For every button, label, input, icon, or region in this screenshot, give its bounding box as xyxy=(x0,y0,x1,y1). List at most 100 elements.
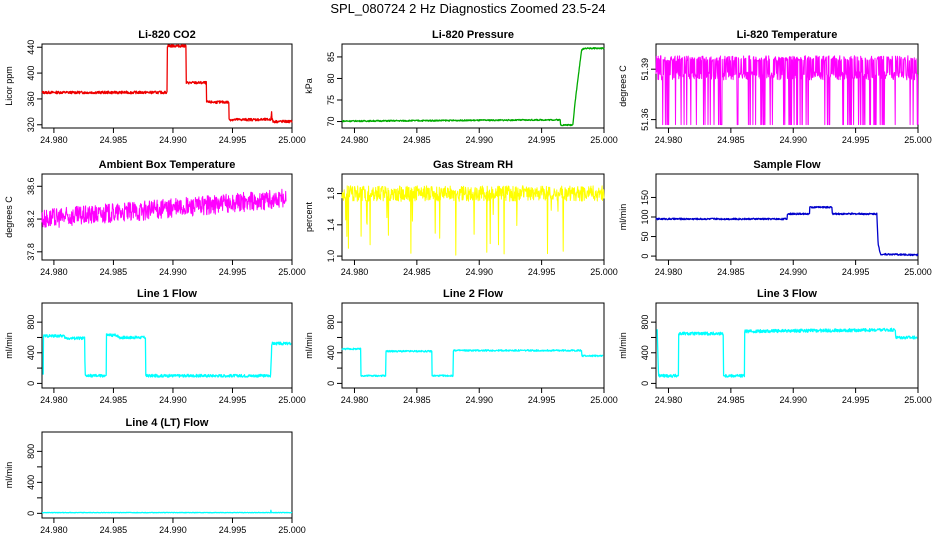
chart-li-820-pressure: Li-820 Pressure 24.980 24.985 24.990 24.995 2… xyxy=(304,29,618,145)
x-tick-label: 25.000 xyxy=(278,395,306,405)
y-tick-label: 100 xyxy=(640,209,650,224)
x-tick-label: 24.990 xyxy=(465,395,493,405)
chart-line-4-lt-flow: Line 4 (LT) Flow 24.980 24.985 24.990 24.995… xyxy=(4,417,306,535)
y-tick-label: 51.36 xyxy=(640,108,650,131)
x-tick-label: 24.980 xyxy=(341,395,369,405)
x-tick-label: 24.995 xyxy=(528,395,556,405)
x-tick-label: 25.000 xyxy=(590,267,618,277)
y-tick-label: 38.2 xyxy=(26,210,36,228)
y-tick-label: 400 xyxy=(26,66,36,81)
y-tick-label: 800 xyxy=(26,315,36,330)
series-line xyxy=(655,55,919,126)
y-tick-label: 0 xyxy=(640,254,650,259)
x-tick-label: 25.000 xyxy=(590,135,618,145)
plot-frame xyxy=(41,43,293,129)
y-tick-label: 85 xyxy=(326,52,336,62)
x-tick-label: 24.985 xyxy=(403,267,431,277)
chart-title: Gas Stream RH xyxy=(433,159,513,171)
x-tick-label: 25.000 xyxy=(904,395,932,405)
series-line xyxy=(42,333,292,378)
plot-frame xyxy=(41,302,293,389)
y-tick-label: 400 xyxy=(26,345,36,360)
y-tick-label: 37.8 xyxy=(26,243,36,261)
chart-li-820-co2: Li-820 CO2 24.980 24.985 24.990 24.995 25.000… xyxy=(4,29,306,145)
y-tick-label: 1.8 xyxy=(326,187,336,200)
chart-title: Li-820 Pressure xyxy=(432,29,514,41)
x-tick-label: 24.990 xyxy=(465,267,493,277)
chart-li-820-temperature: Li-820 Temperature 24.980 24.985 24.990 24.9… xyxy=(618,29,932,145)
x-tick-label: 25.000 xyxy=(590,395,618,405)
x-tick-label: 24.990 xyxy=(159,135,187,145)
y-tick-label: 800 xyxy=(326,315,336,330)
x-tick-label: 24.995 xyxy=(842,135,870,145)
x-tick-label: 24.985 xyxy=(717,395,745,405)
series-line xyxy=(41,188,287,228)
series-line xyxy=(655,205,919,257)
x-tick-label: 24.990 xyxy=(159,525,187,535)
y-tick-label: 360 xyxy=(26,91,36,106)
chart-title: Line 1 Flow xyxy=(137,288,197,300)
chart-line-2-flow: Line 2 Flow 24.980 24.985 24.990 24.995 25.00… xyxy=(304,288,618,405)
plot-frame xyxy=(655,302,919,389)
y-tick-label: 400 xyxy=(26,475,36,490)
x-tick-label: 24.985 xyxy=(403,395,431,405)
series-line xyxy=(341,185,605,256)
series-line xyxy=(341,347,604,378)
x-tick-label: 24.995 xyxy=(219,135,247,145)
y-tick-label: 1.0 xyxy=(326,250,336,263)
y-axis-label: degrees C xyxy=(618,65,628,107)
y-axis-label: kPa xyxy=(304,78,314,94)
x-tick-label: 24.980 xyxy=(40,525,68,535)
x-tick-label: 24.985 xyxy=(100,395,128,405)
x-tick-label: 24.990 xyxy=(159,395,187,405)
y-tick-label: 0 xyxy=(326,381,336,386)
x-tick-label: 24.980 xyxy=(655,135,683,145)
x-tick-label: 24.980 xyxy=(341,267,369,277)
chart-title: Line 3 Flow xyxy=(757,288,817,300)
y-axis-label: percent xyxy=(304,201,314,232)
x-tick-label: 24.990 xyxy=(779,267,807,277)
y-axis-label: ml/min xyxy=(618,204,628,231)
chart-ambient-box-temperature: Ambient Box Temperature 24.980 24.985 24.99… xyxy=(4,159,306,277)
y-axis-label: degrees C xyxy=(4,196,14,238)
chart-title: Ambient Box Temperature xyxy=(99,159,236,171)
x-tick-label: 24.980 xyxy=(40,395,68,405)
x-tick-label: 24.995 xyxy=(219,267,247,277)
y-tick-label: 0 xyxy=(640,381,650,386)
plot-frame xyxy=(41,431,293,519)
x-tick-label: 25.000 xyxy=(278,267,306,277)
y-tick-label: 51.39 xyxy=(640,58,650,81)
series-line xyxy=(41,44,293,124)
x-tick-label: 24.980 xyxy=(341,135,369,145)
x-tick-label: 24.980 xyxy=(40,267,68,277)
series-line xyxy=(341,47,605,127)
x-tick-label: 24.995 xyxy=(528,267,556,277)
x-tick-label: 24.990 xyxy=(779,395,807,405)
y-axis-label: ml/min xyxy=(618,332,628,359)
y-tick-label: 0 xyxy=(26,381,36,386)
y-tick-label: 400 xyxy=(640,345,650,360)
y-axis-label: ml/min xyxy=(4,332,14,359)
y-tick-label: 400 xyxy=(326,345,336,360)
y-tick-label: 440 xyxy=(26,40,36,55)
chart-title: Line 4 (LT) Flow xyxy=(126,417,209,429)
x-tick-label: 24.985 xyxy=(100,267,128,277)
y-tick-label: 50 xyxy=(640,232,650,242)
x-tick-label: 25.000 xyxy=(904,135,932,145)
series-line xyxy=(41,509,293,514)
x-tick-label: 24.980 xyxy=(655,267,683,277)
x-tick-label: 24.995 xyxy=(528,135,556,145)
x-tick-label: 24.985 xyxy=(100,135,128,145)
x-tick-label: 25.000 xyxy=(278,135,306,145)
x-tick-label: 24.980 xyxy=(40,135,68,145)
y-tick-label: 800 xyxy=(26,444,36,459)
y-axis-label: ml/min xyxy=(4,462,14,489)
x-tick-label: 24.995 xyxy=(219,395,247,405)
y-tick-label: 1.4 xyxy=(326,219,336,232)
plot-frame xyxy=(341,43,605,129)
x-tick-label: 24.985 xyxy=(717,267,745,277)
x-tick-label: 24.985 xyxy=(717,135,745,145)
x-tick-label: 24.995 xyxy=(219,525,247,535)
x-tick-label: 24.990 xyxy=(159,267,187,277)
y-tick-label: 150 xyxy=(640,190,650,205)
